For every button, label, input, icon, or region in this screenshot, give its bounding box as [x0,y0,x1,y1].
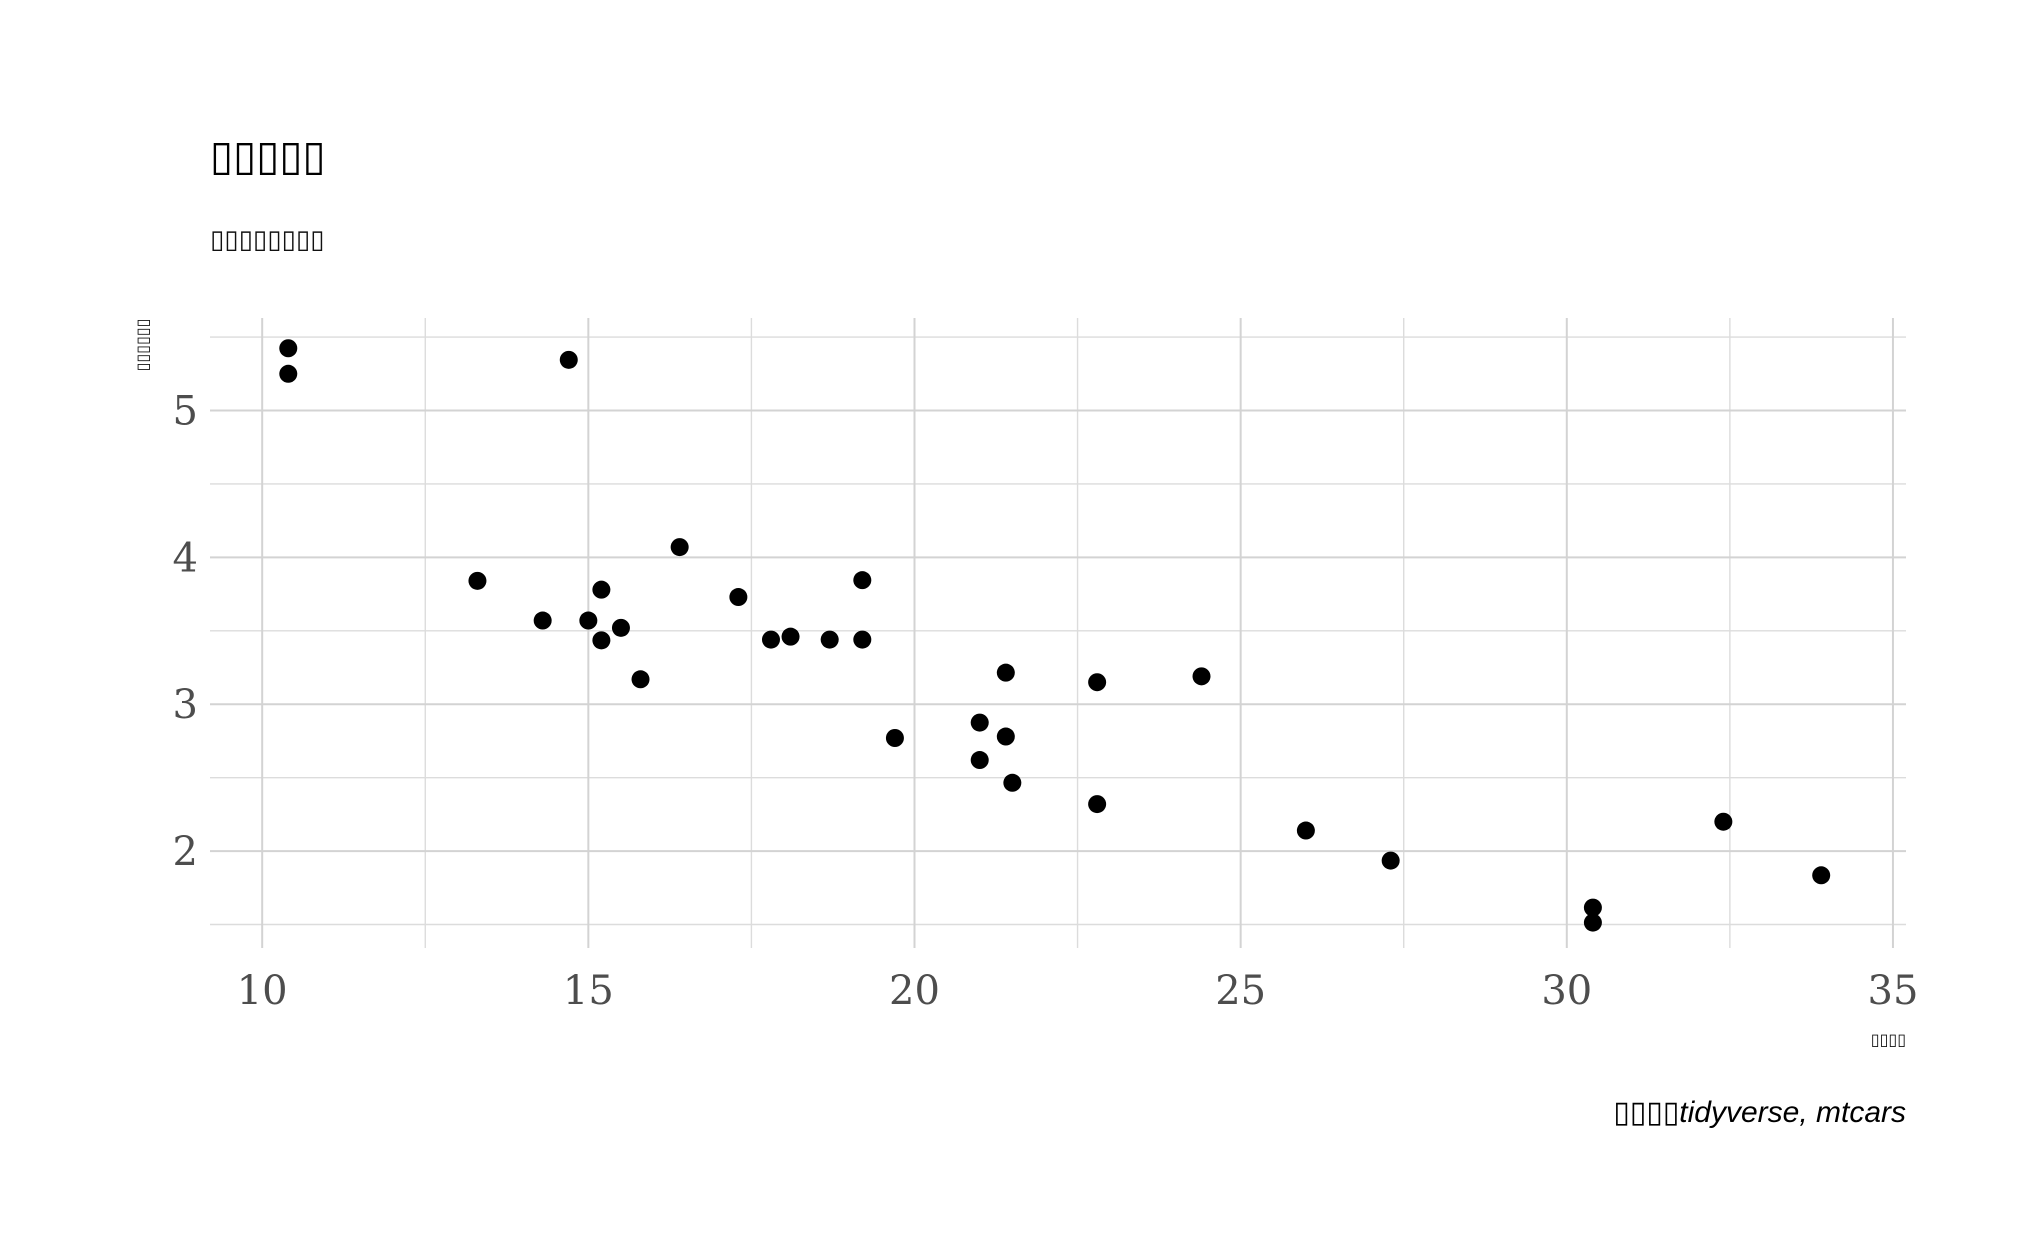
scatter-point [1088,795,1107,814]
scatter-point [970,751,989,770]
tick-labels: 10 15 20 25 30 35 2 3 4 5 [173,389,1919,1014]
y-tick-label: 2 [173,829,198,875]
points-layer [279,339,1831,932]
scatter-point [279,339,298,358]
scatter-point [996,727,1015,746]
scatter-point [559,350,578,369]
scatter-point [1583,898,1602,917]
scatter-point [592,631,611,650]
scatter-point [533,611,552,630]
scatter-point [1381,851,1400,870]
scatter-point [1003,773,1022,792]
x-tick-label: 35 [1868,968,1919,1014]
scatter-point [970,713,989,732]
grid-layer [210,318,1906,948]
chart-subtitle: ▯▯▯▯▯▯▯▯ [210,225,324,255]
scatter-point [853,571,872,590]
y-tick-label: 5 [173,389,198,435]
x-tick-label: 10 [237,968,288,1014]
scatter-point [820,630,839,649]
x-tick-label: 15 [563,968,614,1014]
scatter-point [279,364,298,383]
y-tick-label: 3 [173,682,198,728]
y-tick-label: 4 [173,535,198,581]
chart-caption: ▯▯▯▯tidyverse, mtcars [1613,1096,1906,1129]
scatter-point [670,538,689,557]
scatter-point [1192,667,1211,686]
scatter-point [853,630,872,649]
x-tick-label: 25 [1215,968,1266,1014]
scatter-point [1088,673,1107,692]
chart-title: ▯▯▯▯▯ [210,131,326,180]
x-tick-label: 30 [1541,968,1592,1014]
scatter-point [631,670,650,689]
scatter-point [1714,812,1733,831]
x-tick-label: 20 [889,968,940,1014]
scatter-point [1812,866,1831,885]
x-axis-title: ▯▯▯▯ [1871,1030,1906,1049]
scatter-point [579,611,598,630]
scatter-point [592,580,611,599]
scatter-point [996,663,1015,682]
scatter-point [761,630,780,649]
y-axis-title: ▯▯▯▯▯▯ [133,319,152,372]
scatter-point [885,729,904,747]
scatter-point [1583,913,1602,932]
scatter-point [1296,821,1315,840]
scatter-point [781,627,800,646]
scatter-point [611,618,630,637]
scatter-point [729,588,748,607]
scatter-point [468,571,487,590]
